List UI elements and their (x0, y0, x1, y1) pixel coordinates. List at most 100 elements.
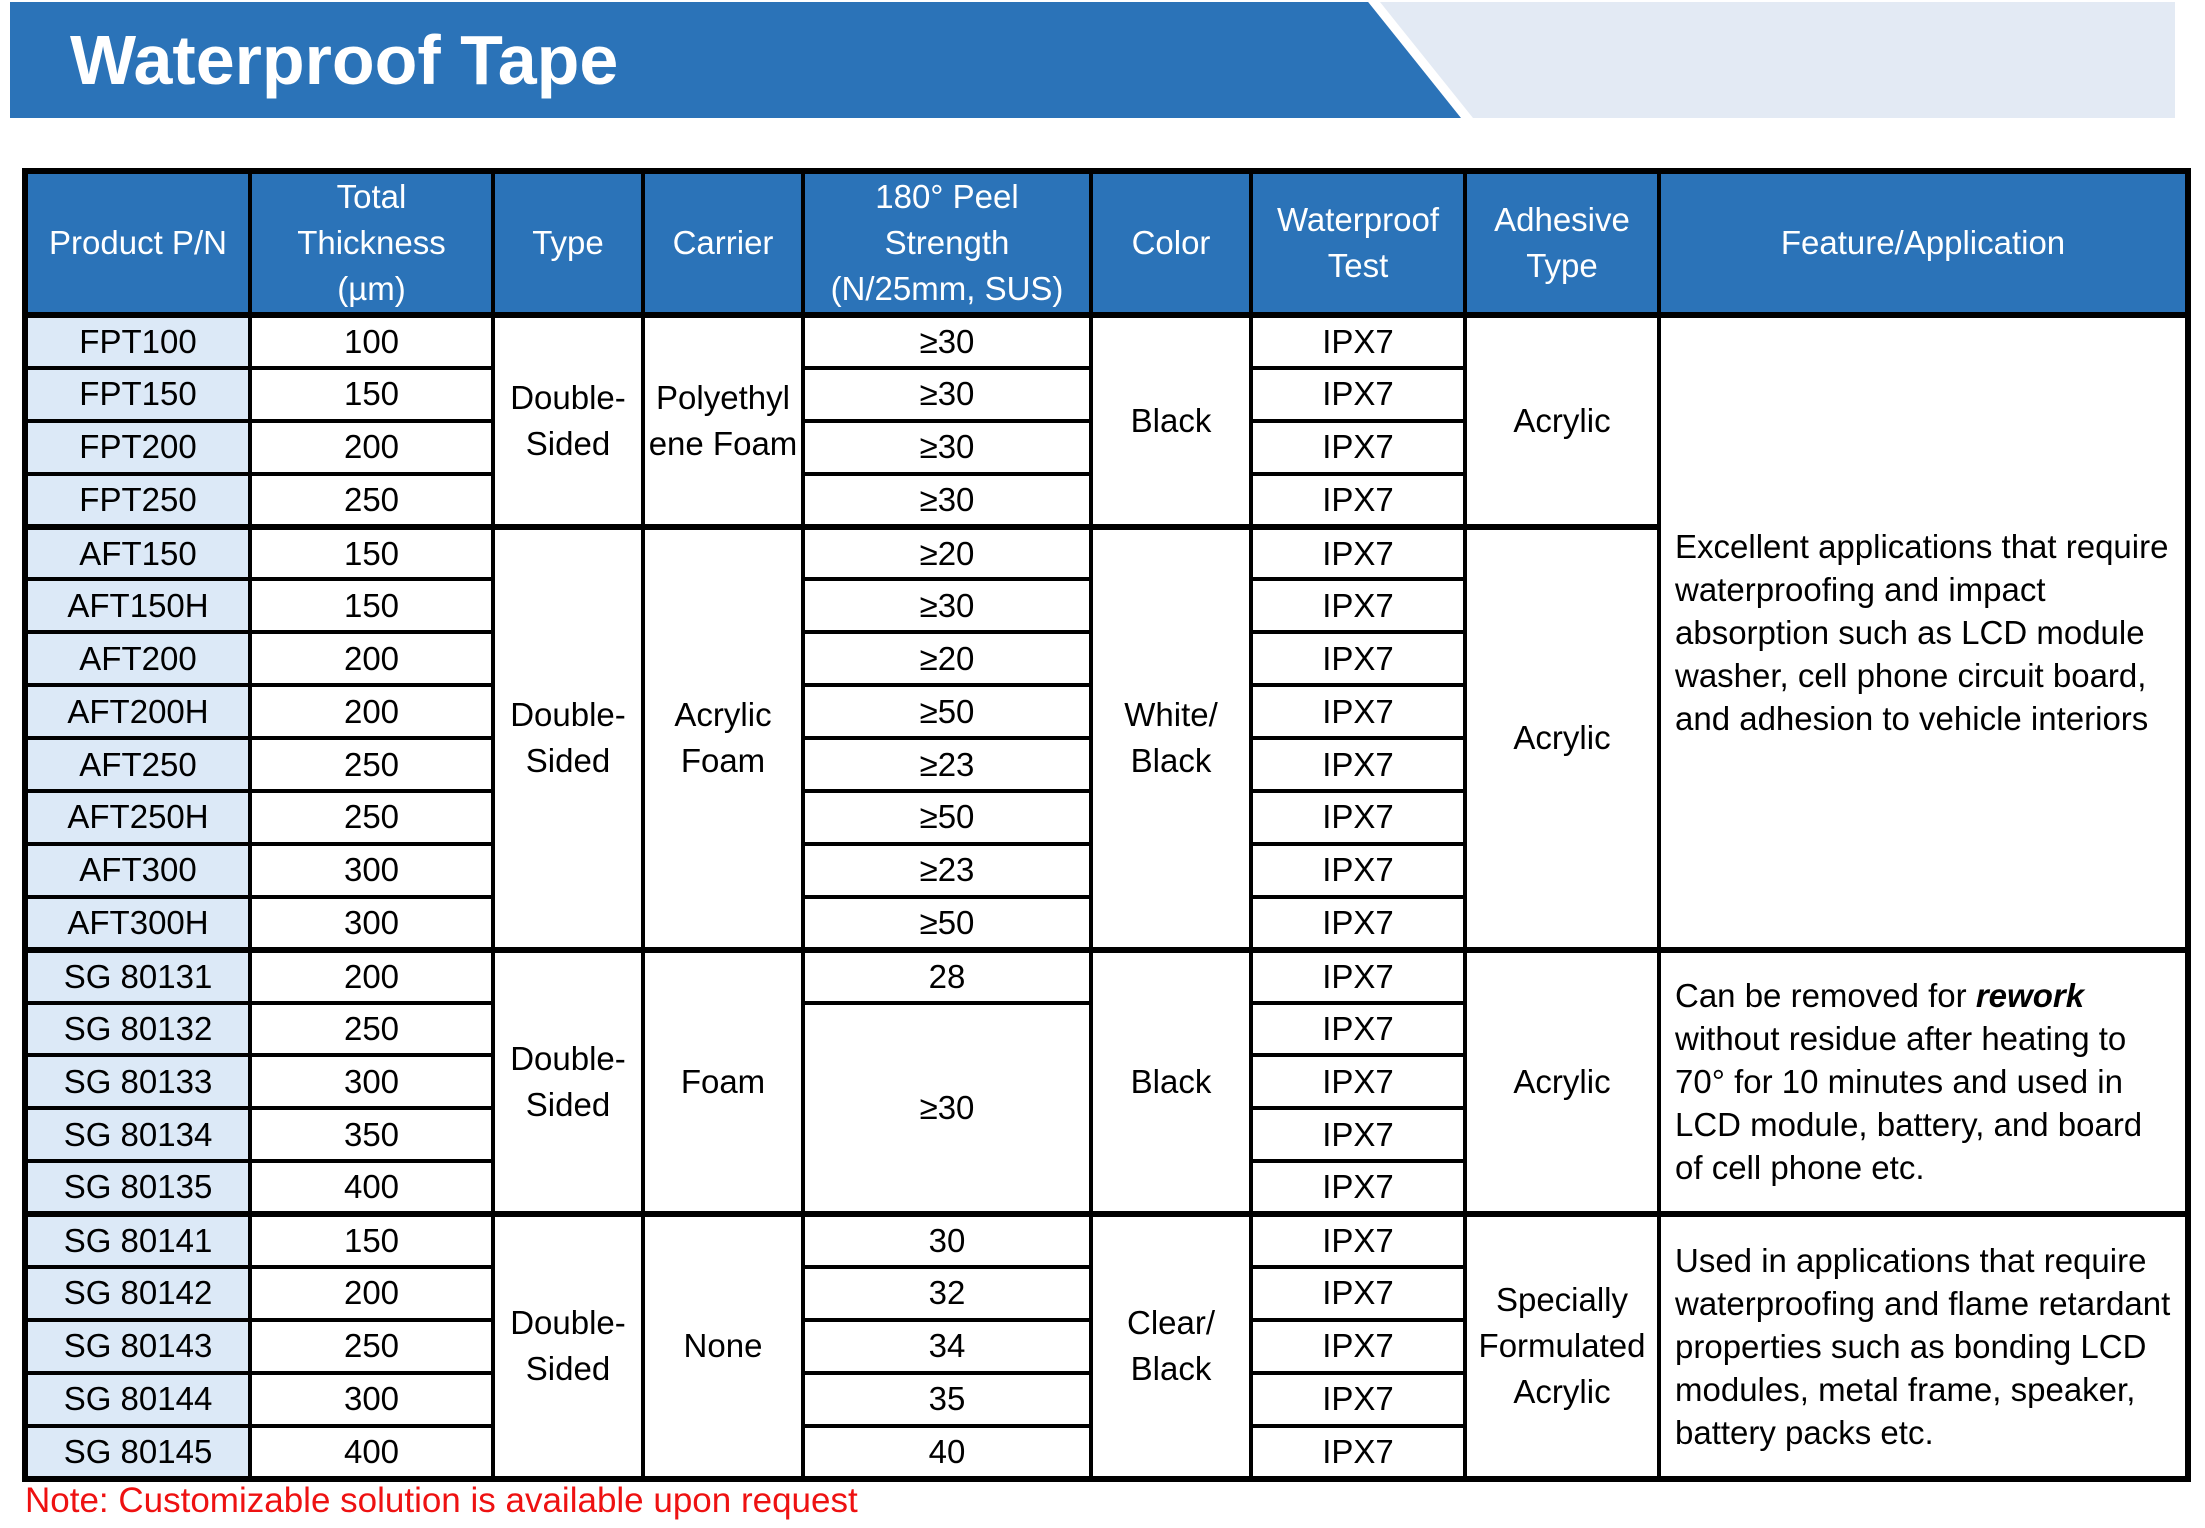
cell-product-pn: FPT200 (23, 418, 252, 476)
cell-product-pn: AFT150 (23, 523, 252, 582)
cell-product-pn: AFT200H (23, 683, 252, 741)
cell-waterproof-test: IPX7 (1249, 1053, 1467, 1111)
cell-thickness: 250 (248, 1317, 495, 1375)
table-row: FPT250 250 ≥30 IPX7 (23, 471, 2188, 529)
table-row: SG 80132 250 ≥30 IPX7 (23, 1000, 2188, 1217)
cell-peel-strength: ≥20 (801, 523, 1093, 582)
table-row: AFT300H 300 ≥50 IPX7 (23, 894, 2188, 952)
table-row: SG 80142 200 32 IPX7 (23, 1265, 2188, 1322)
cell-thickness: 300 (248, 894, 495, 952)
cell-peel-strength: ≥30 (801, 577, 1093, 635)
cell-product-pn: SG 80145 (23, 1423, 252, 1481)
table-row: AFT200H 200 ≥50 IPX7 (23, 683, 2188, 741)
cell-product-pn: SG 80135 (23, 1159, 252, 1217)
title-banner-accent (1380, 2, 2175, 118)
cell-peel-strength: ≥20 (801, 630, 1093, 688)
cell-product-pn: AFT150H (23, 577, 252, 635)
cell-thickness: 200 (248, 1265, 495, 1322)
cell-feature: Can be removed for rework without residu… (1657, 946, 2190, 1217)
feature-text: Can be removed for (1675, 977, 1976, 1015)
cell-carrier: None (641, 1211, 805, 1481)
cell-peel-strength: ≥30 (801, 365, 1093, 423)
cell-thickness: 100 (248, 313, 495, 370)
table-row: SG 80145 400 40 IPX7 (23, 1423, 2188, 1481)
cell-peel-strength: ≥30 (801, 471, 1093, 529)
cell-waterproof-test: IPX7 (1249, 1370, 1467, 1428)
cell-feature: Used in applications that require waterp… (1657, 1211, 2190, 1481)
cell-waterproof-test: IPX7 (1249, 789, 1467, 846)
table-row: SG 80133 300 IPX7 (23, 1053, 2188, 1111)
cell-color: Black (1089, 313, 1253, 529)
cell-waterproof-test: IPX7 (1249, 577, 1467, 635)
cell-waterproof-test: IPX7 (1249, 630, 1467, 688)
cell-thickness: 400 (248, 1423, 495, 1481)
table-row: SG 80135 400 IPX7 (23, 1159, 2188, 1217)
cell-peel-strength: ≥50 (801, 894, 1093, 952)
cell-thickness: 300 (248, 841, 495, 899)
cell-product-pn: AFT300 (23, 841, 252, 899)
cell-thickness: 150 (248, 1211, 495, 1270)
cell-thickness: 400 (248, 1159, 495, 1217)
table-row: AFT300 300 ≥23 IPX7 (23, 841, 2188, 899)
cell-product-pn: FPT250 (23, 471, 252, 529)
cell-waterproof-test: IPX7 (1249, 471, 1467, 529)
cell-color: Black (1089, 946, 1253, 1217)
table-row: AFT250H 250 ≥50 IPX7 (23, 789, 2188, 846)
cell-adhesive-type: Acrylic (1463, 946, 1661, 1217)
header-carrier: Carrier (641, 169, 805, 318)
cell-thickness: 300 (248, 1370, 495, 1428)
cell-peel-strength: ≥50 (801, 789, 1093, 846)
page-title: Waterproof Tape (70, 21, 619, 99)
cell-product-pn: AFT300H (23, 894, 252, 952)
cell-product-pn: SG 80133 (23, 1053, 252, 1111)
table-row: FPT150 150 ≥30 IPX7 (23, 365, 2188, 423)
cell-product-pn: FPT150 (23, 365, 252, 423)
cell-product-pn: SG 80142 (23, 1265, 252, 1322)
cell-thickness: 250 (248, 736, 495, 794)
table-row: SG 80134 350 IPX7 (23, 1106, 2188, 1164)
cell-carrier: Polyethyl ene Foam (641, 313, 805, 529)
cell-waterproof-test: IPX7 (1249, 683, 1467, 741)
cell-type: Double- Sided (491, 946, 645, 1217)
cell-peel-strength: 28 (801, 946, 1093, 1005)
cell-peel-strength: ≥50 (801, 683, 1093, 741)
cell-thickness: 200 (248, 683, 495, 741)
cell-peel-strength: ≥23 (801, 736, 1093, 794)
cell-carrier: Foam (641, 946, 805, 1217)
cell-waterproof-test: IPX7 (1249, 418, 1467, 476)
cell-waterproof-test: IPX7 (1249, 365, 1467, 423)
cell-thickness: 350 (248, 1106, 495, 1164)
cell-color: White/ Black (1089, 523, 1253, 952)
cell-thickness: 250 (248, 789, 495, 846)
header-row: Product P/N Total Thickness (µm) Type Ca… (23, 169, 2190, 318)
cell-thickness: 300 (248, 1053, 495, 1111)
header-feature-application: Feature/Application (1657, 169, 2190, 318)
cell-thickness: 200 (248, 418, 495, 476)
cell-peel-strength: ≥30 (801, 1000, 1093, 1217)
cell-waterproof-test: IPX7 (1249, 523, 1467, 582)
cell-adhesive-type: Acrylic (1463, 313, 1661, 529)
header-type: Type (491, 169, 645, 318)
header-color: Color (1089, 169, 1253, 318)
cell-product-pn: SG 80143 (23, 1317, 252, 1375)
cell-peel-strength: 35 (801, 1370, 1093, 1428)
cell-adhesive-type: Specially Formulated Acrylic (1463, 1211, 1661, 1481)
header-adhesive-type: Adhesive Type (1463, 169, 1661, 318)
cell-feature: Excellent applications that require wate… (1657, 313, 2190, 952)
cell-peel-strength: 34 (801, 1317, 1093, 1375)
table-row: FPT200 200 ≥30 IPX7 (23, 418, 2188, 476)
table-row: AFT200 200 ≥20 IPX7 (23, 630, 2188, 688)
cell-peel-strength: ≥30 (801, 313, 1093, 370)
cell-peel-strength: 32 (801, 1265, 1093, 1322)
cell-waterproof-test: IPX7 (1249, 1211, 1467, 1270)
cell-waterproof-test: IPX7 (1249, 1159, 1467, 1217)
header-waterproof-test: Waterproof Test (1249, 169, 1467, 318)
cell-waterproof-test: IPX7 (1249, 1000, 1467, 1058)
cell-product-pn: SG 80134 (23, 1106, 252, 1164)
cell-waterproof-test: IPX7 (1249, 313, 1467, 370)
cell-waterproof-test: IPX7 (1249, 841, 1467, 899)
header-total-thickness: Total Thickness (µm) (248, 169, 495, 318)
cell-product-pn: SG 80132 (23, 1000, 252, 1058)
cell-product-pn: AFT250H (23, 789, 252, 846)
